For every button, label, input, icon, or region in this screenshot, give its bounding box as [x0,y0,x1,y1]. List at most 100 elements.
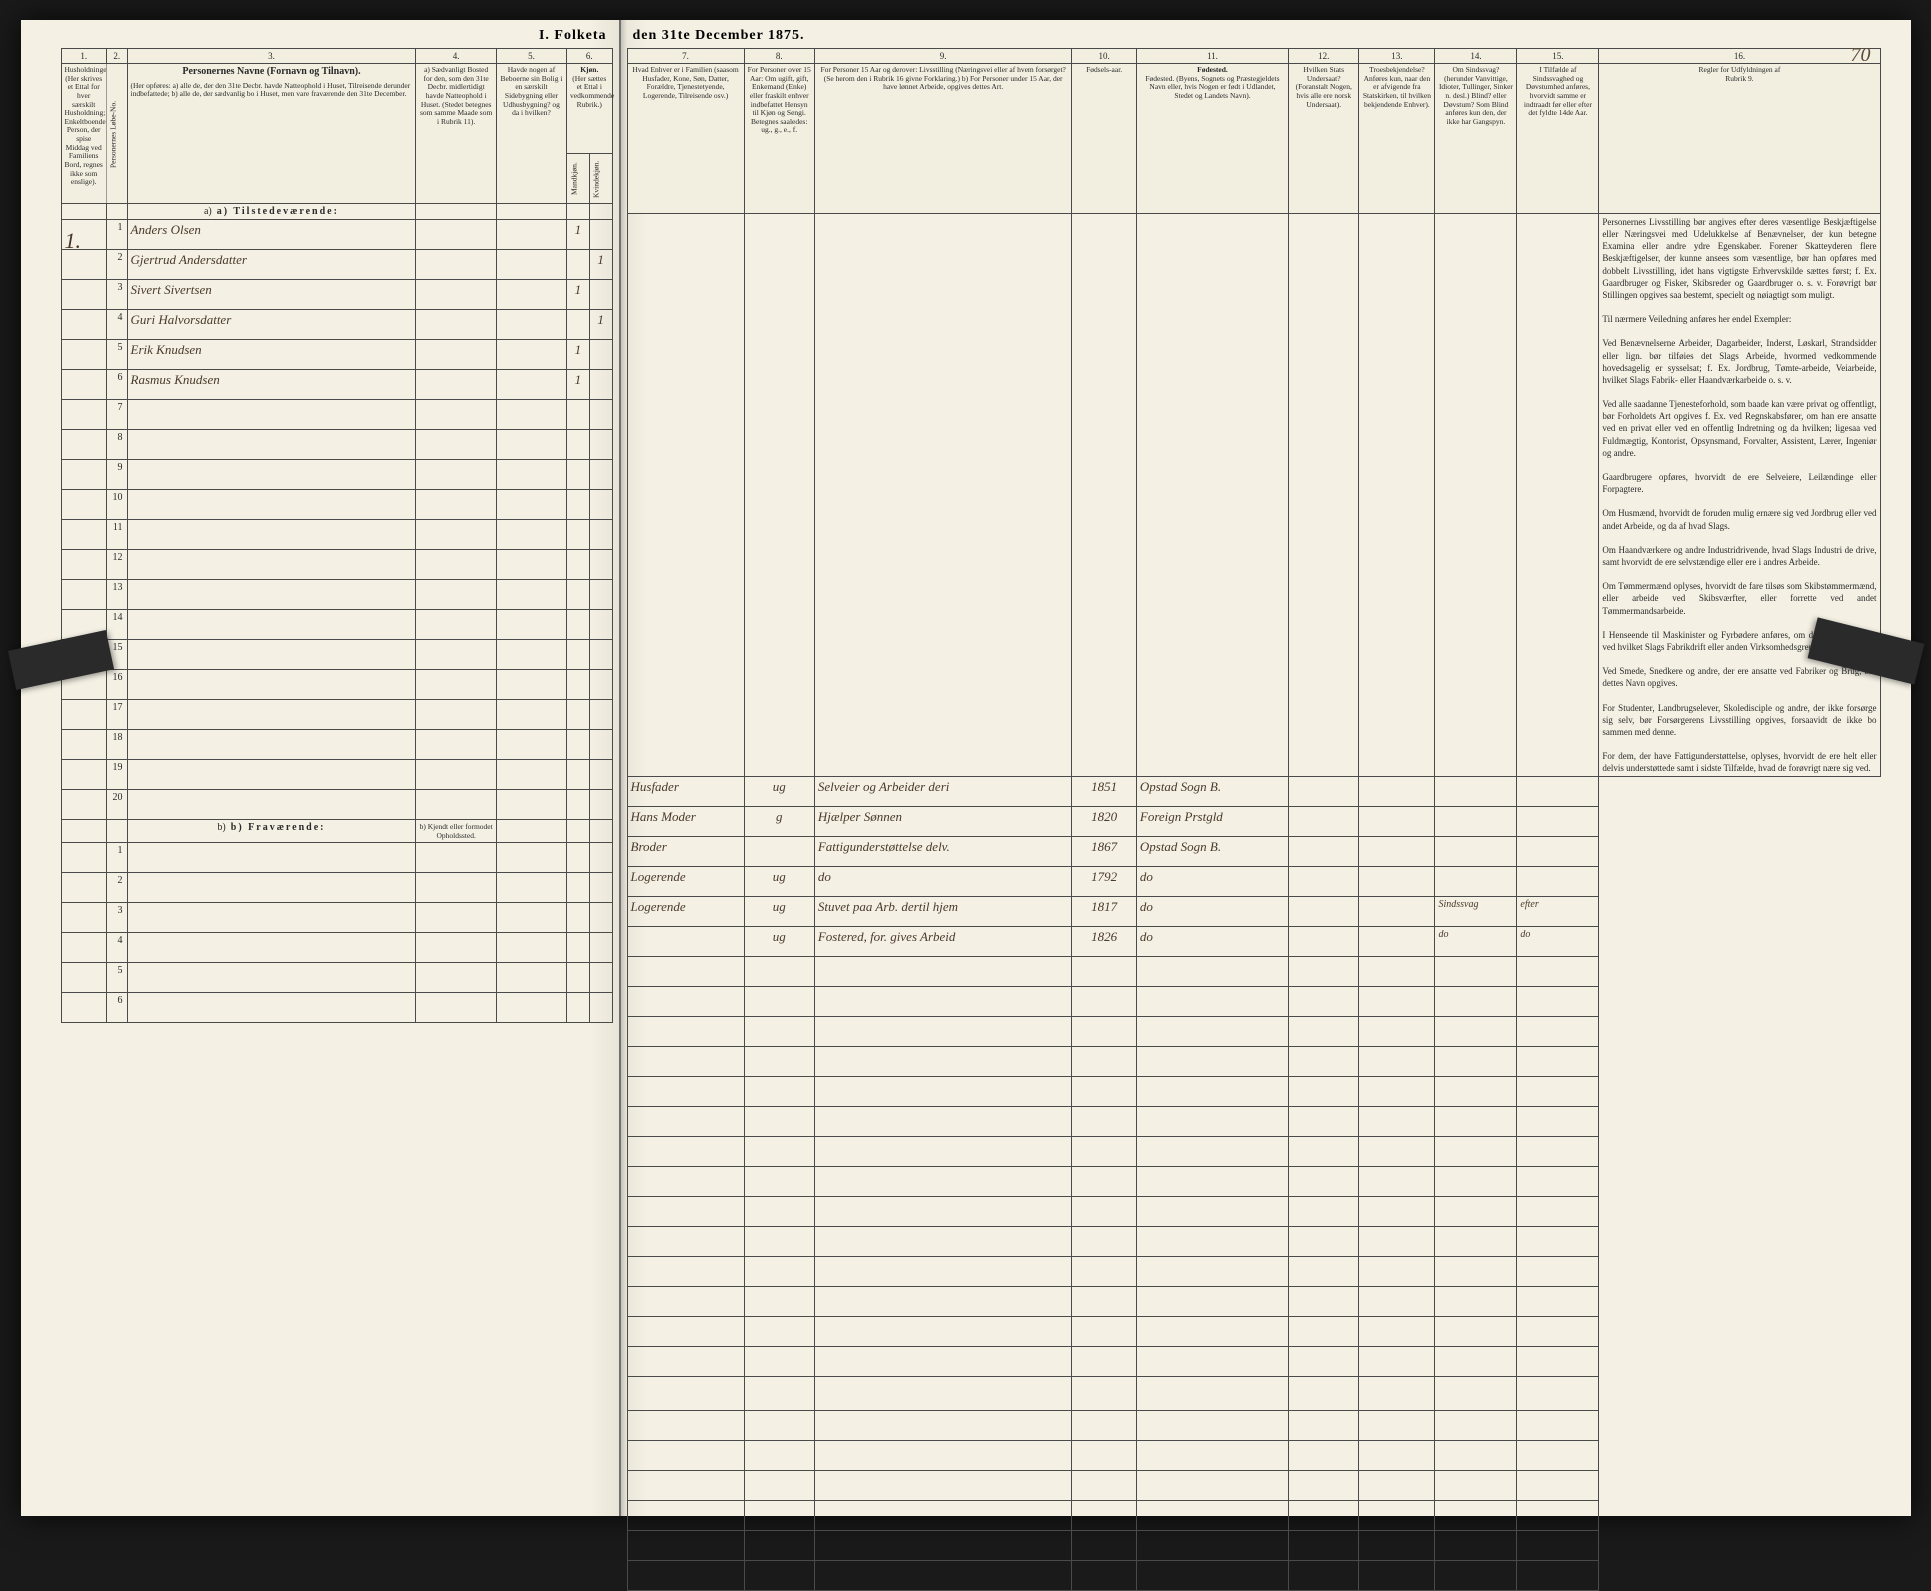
h11-text: Fødested. (Byens, Sognets og Præstegjeld… [1145,74,1279,100]
household-number: 1. [65,228,82,254]
h3: Personernes Navne (Fornavn og Tilnavn). … [127,64,416,204]
col-2: 2. [106,49,127,64]
h16: Regler for Udfyldningen af Rubrik 9. [1599,64,1880,214]
table-row: LogerendeugStuvet paa Arb. dertil hjem18… [627,897,1880,927]
h11: Fødested.Fødested. (Byens, Sognets og Pr… [1136,64,1288,214]
right-page: den 31te December 1875. 70 7. 8. 9. 10. … [621,20,1911,1516]
census-table-left: 1. 2. 3. 4. 5. 6. Husholdninger. (Her sk… [61,48,613,1023]
table-row: 3Sivert Sivertsen1 [61,280,612,310]
section-a-row-r: Personernes Livsstilling bør angives eft… [627,214,1880,777]
table-row [627,1317,1880,1347]
col-11: 11. [1136,49,1288,64]
table-row: HusfaderugSelveier og Arbeider deri1851O… [627,777,1880,807]
table-row: 20 [61,790,612,820]
table-row [627,1017,1880,1047]
table-row: 11 [61,520,612,550]
table-row [627,1347,1880,1377]
table-row [627,1287,1880,1317]
table-row: Logerendeugdo1792do [627,867,1880,897]
table-row [627,957,1880,987]
h8: For Personer over 15 Aar: Om ugift, gift… [744,64,814,214]
title-left: I. Folketa [21,20,619,48]
section-a: a) a) Tilstedeværende: [127,204,416,220]
table-row [627,1531,1880,1561]
h6: Kjøn. (Her sættes et Ettal i vedkommende… [567,64,612,154]
table-row [627,1047,1880,1077]
col-6: 6. [567,49,612,64]
section-b-row-r [627,1377,1880,1411]
table-row [627,1561,1880,1591]
table-row: 2Gjertrud Andersdatter1 [61,250,612,280]
table-row: 14 [61,610,612,640]
section-a-label: a) Tilstedeværende: [217,206,339,217]
table-row [627,1167,1880,1197]
spine-shadow [619,20,627,1516]
table-row: 1Anders Olsen1 [61,220,612,250]
h15: I Tilfælde af Sindssvaghed og Døvstumhed… [1517,64,1599,214]
page-number: 70 [1851,44,1871,67]
table-row [627,1227,1880,1257]
h6a: Mandkjøn. [567,154,590,204]
instructions: Personernes Livsstilling bør angives eft… [1599,214,1880,777]
col-7: 7. [627,49,744,64]
table-row [627,1077,1880,1107]
table-row: BroderFattigunderstøttelse delv.1867Opst… [627,837,1880,867]
census-book: I. Folketa 1. 1. 2. 3. 4. 5. 6. Husholdn… [21,20,1911,1516]
section-b: b) b) Fraværende: [127,820,416,843]
census-table-right: 7. 8. 9. 10. 11. 12. 13. 14. 15. 16. Hva… [627,48,1881,1591]
section-b-label: b) Fraværende: [231,822,326,833]
table-row: ugFostered, for. gives Arbeid1826dododo [627,927,1880,957]
col-15: 15. [1517,49,1599,64]
table-row: 12 [61,550,612,580]
h14: Om Sindssvag? (herunder Vanvittige, Idio… [1435,64,1517,214]
header-row: Husholdninger. (Her skrives et Ettal for… [61,64,612,154]
h4: a) Sædvanligt Bosted for den, som den 31… [416,64,496,204]
table-row: 7 [61,400,612,430]
table-row: 15 [61,640,612,670]
table-row [627,1471,1880,1501]
h3-sub: (Her opføres: a) alle de, der den 31te D… [131,82,413,99]
col-5: 5. [496,49,566,64]
h12: Hvilken Stats Undersaat? (Foranstalt Nog… [1289,64,1359,214]
table-row: 18 [61,730,612,760]
h7: Hvad Enhver er i Familien (saasom Husfad… [627,64,744,214]
table-row [627,987,1880,1017]
table-row: 3 [61,903,612,933]
col-4: 4. [416,49,496,64]
col-8: 8. [744,49,814,64]
table-row: 1 [61,843,612,873]
table-row: 2 [61,873,612,903]
table-row: Hans ModergHjælper Sønnen1820Foreign Prs… [627,807,1880,837]
table-row: 5 [61,963,612,993]
col-16: 16. [1599,49,1880,64]
h1: Husholdninger. (Her skrives et Ettal for… [61,64,106,204]
col-3: 3. [127,49,416,64]
h2: Personernes Løbe-No. [106,64,127,204]
table-row: 16 [61,670,612,700]
col-number-row: 1. 2. 3. 4. 5. 6. [61,49,612,64]
col-12: 12. [1289,49,1359,64]
h10: Fødsels-aar. [1072,64,1136,214]
table-row: 6Rasmus Knudsen1 [61,370,612,400]
table-row: 10 [61,490,612,520]
table-row [627,1441,1880,1471]
table-row [627,1257,1880,1287]
table-row: 5Erik Knudsen1 [61,340,612,370]
table-row [627,1107,1880,1137]
col-13: 13. [1359,49,1435,64]
title-right: den 31te December 1875. [621,20,1911,48]
table-row: 4Guri Halvorsdatter1 [61,310,612,340]
col-10: 10. [1072,49,1136,64]
col-1: 1. [61,49,106,64]
left-page: I. Folketa 1. 1. 2. 3. 4. 5. 6. Husholdn… [21,20,621,1516]
h16-sub: Rubrik 9. [1602,75,1876,84]
table-row [627,1411,1880,1441]
section-a-row: a) a) Tilstedeværende: [61,204,612,220]
col-9: 9. [814,49,1072,64]
h5: Havde nogen af Beboerne sin Bolig i en s… [496,64,566,204]
header-row-r: Hvad Enhver er i Familien (saasom Husfad… [627,64,1880,214]
table-row: 8 [61,430,612,460]
h3-title: Personernes Navne (Fornavn og Tilnavn). [182,66,360,77]
table-row [627,1197,1880,1227]
h6-sub: (Her sættes et Ettal i vedkommende Rubri… [570,74,614,109]
